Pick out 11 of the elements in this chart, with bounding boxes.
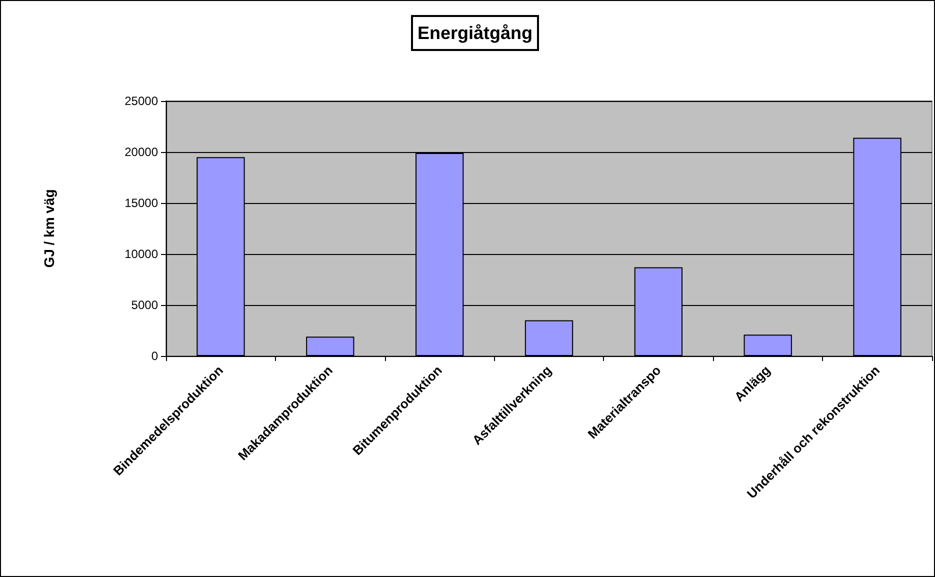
y-axis-title: GJ / km väg: [41, 189, 57, 268]
chart-title: Energiåtgång: [417, 23, 533, 43]
y-tick-label: 20000: [124, 145, 158, 159]
y-tick-label: 10000: [124, 247, 158, 261]
y-tick-label: 0: [151, 349, 158, 363]
y-tick-label: 25000: [124, 94, 158, 108]
y-tick-label: 5000: [131, 298, 158, 312]
bar: [306, 336, 354, 356]
bar: [744, 334, 792, 356]
y-tick-label: 15000: [124, 196, 158, 210]
bar: [524, 320, 574, 356]
